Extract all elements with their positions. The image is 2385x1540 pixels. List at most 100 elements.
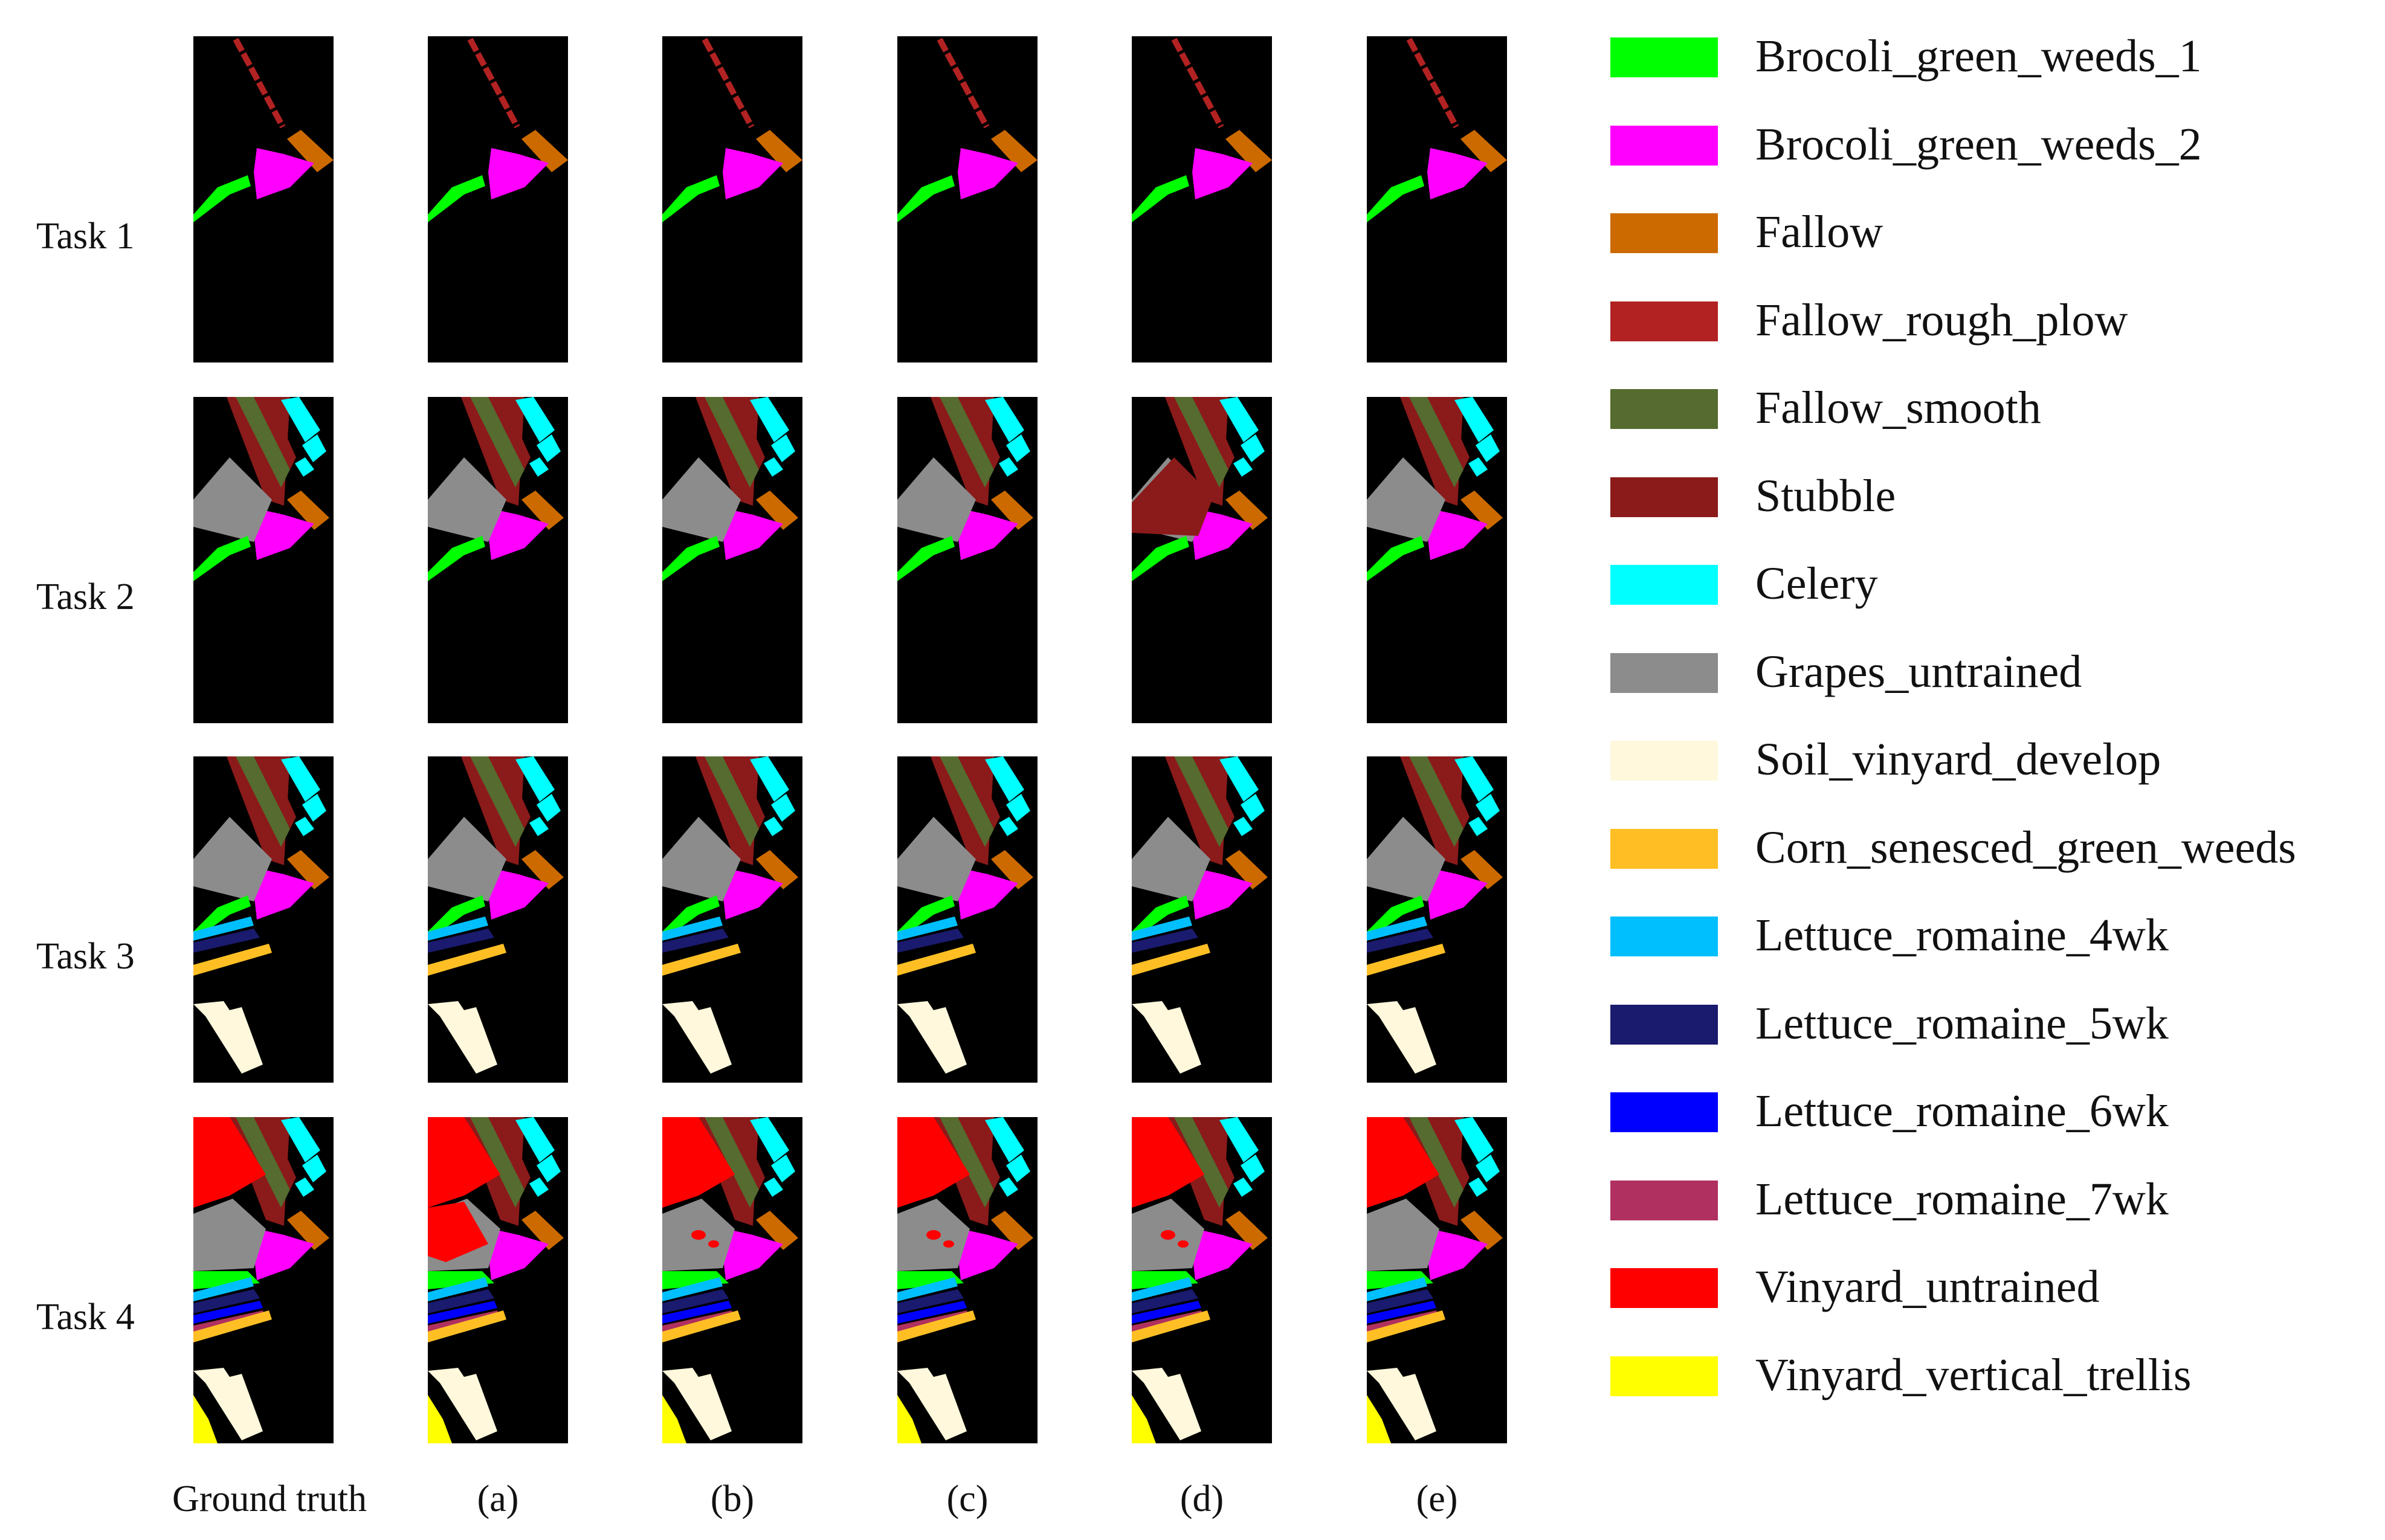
fallow-field — [1460, 1211, 1503, 1250]
brocoli-1-field — [193, 175, 251, 222]
lettuce-4wk-field — [1367, 1277, 1427, 1301]
task-label: Task 2 — [36, 576, 135, 617]
fallow-field — [991, 130, 1038, 172]
celery-field-3 — [1233, 457, 1253, 477]
classification-map — [1132, 397, 1272, 723]
fallow-smooth-strip — [236, 756, 290, 847]
celery-field-2 — [1241, 1155, 1265, 1182]
legend-label: Soil_vinyard_develop — [1755, 734, 2161, 785]
lettuce-4wk-field — [428, 1277, 488, 1301]
map-panel — [1132, 36, 1272, 362]
brocoli-2-field — [723, 509, 783, 560]
brocoli-2-field — [488, 1229, 549, 1280]
celery-field-3 — [1233, 1178, 1253, 1197]
vinyard-vertical-trellis-field — [428, 1395, 452, 1443]
stubble-strip — [958, 756, 1000, 829]
column-label: (b) — [710, 1478, 755, 1519]
fallow-smooth-strip — [1174, 756, 1228, 847]
celery-field-3 — [529, 817, 549, 836]
brocoli-2-field — [254, 509, 314, 560]
fallow-rough-plow-strip — [1406, 37, 1459, 129]
lettuce-6wk-field — [662, 1301, 732, 1324]
map-panel — [193, 756, 334, 1083]
classification-map — [428, 397, 568, 723]
vinyard-vertical-trellis-field — [193, 1395, 218, 1443]
misclassified-spot — [708, 1240, 719, 1248]
misclassified-spot — [1161, 1230, 1175, 1240]
lettuce-4wk-field — [662, 1277, 723, 1301]
task-label: Task 1 — [36, 216, 135, 257]
celery-field-3 — [764, 817, 783, 836]
map-panel — [662, 36, 802, 362]
legend-swatch — [1610, 1356, 1718, 1396]
lettuce-6wk-field — [897, 1301, 967, 1324]
map-panel — [1367, 36, 1507, 362]
celery-field-1 — [515, 1117, 555, 1162]
brocoli-1-field — [897, 536, 955, 581]
lettuce-5wk-field — [662, 1289, 729, 1313]
legend-label: Lettuce_romaine_5wk — [1755, 997, 2169, 1049]
corn-field — [428, 944, 506, 976]
stubble-strip — [254, 756, 296, 829]
map-panel — [1367, 1117, 1507, 1443]
fallow-field — [521, 850, 564, 889]
corn-field — [428, 1310, 506, 1342]
vinyard-vertical-trellis-field — [1367, 1395, 1391, 1443]
fallow-smooth-strip — [1174, 1117, 1228, 1208]
celery-field-3 — [295, 1178, 314, 1197]
stubble-strip — [958, 397, 1000, 469]
brocoli-2-field — [723, 148, 783, 199]
vinyard-untrained-field — [1367, 1117, 1439, 1208]
legend-label: Lettuce_romaine_4wk — [1755, 910, 2169, 961]
fallow-field — [756, 130, 802, 172]
celery-field-1 — [750, 756, 789, 802]
grapes-untrained-field — [1367, 1199, 1439, 1271]
brocoli-2-field — [958, 868, 1018, 920]
column-label: (c) — [946, 1478, 989, 1519]
brocoli-2-field — [1192, 509, 1253, 560]
celery-field-2 — [537, 434, 561, 462]
brocoli-2-field — [1427, 1229, 1488, 1280]
fallow-field — [521, 491, 564, 530]
corn-field — [662, 1310, 741, 1342]
map-panel — [1132, 1117, 1272, 1443]
brocoli-1-field — [1367, 536, 1424, 581]
fallow-field — [521, 1211, 564, 1250]
stubble-strip — [723, 1117, 765, 1190]
celery-field-2 — [1006, 794, 1030, 822]
map-panel — [428, 1117, 568, 1443]
classification-map — [428, 1117, 568, 1443]
map-panel — [897, 36, 1038, 362]
stubble-strip — [488, 397, 531, 469]
legend-swatch — [1610, 125, 1718, 166]
brocoli-2-field — [723, 1229, 783, 1280]
lettuce-5wk-field — [897, 1289, 964, 1313]
lettuce-4wk-field — [662, 917, 723, 941]
vinyard-untrained-field — [897, 1117, 970, 1208]
legend-swatch — [1610, 37, 1718, 77]
lettuce-4wk-field — [193, 1277, 254, 1301]
fallow-field — [287, 130, 334, 172]
lettuce-4wk-field — [897, 917, 958, 941]
soil-vinyard-field — [193, 1368, 263, 1440]
fallow-rough-plow-strip — [937, 37, 990, 129]
celery-field-1 — [281, 756, 320, 802]
lettuce-5wk-field — [1132, 929, 1198, 953]
classification-map — [1132, 36, 1272, 362]
celery-field-1 — [985, 397, 1024, 442]
map-panel — [897, 1117, 1038, 1443]
fallow-field — [756, 1211, 798, 1250]
brocoli-1-field — [1132, 536, 1189, 581]
soil-vinyard-field — [1367, 1001, 1436, 1074]
vinyard-untrained-field — [428, 1117, 500, 1208]
brocoli-2-field — [1192, 148, 1253, 199]
classification-map — [1367, 397, 1507, 723]
legend-swatch — [1610, 477, 1718, 517]
classification-map — [662, 36, 802, 362]
fallow-field — [991, 850, 1033, 889]
legend-swatch — [1610, 828, 1718, 869]
legend-label: Brocoli_green_weeds_1 — [1755, 31, 2202, 82]
fallow-smooth-strip — [705, 1117, 759, 1208]
fallow-field — [1460, 850, 1503, 889]
